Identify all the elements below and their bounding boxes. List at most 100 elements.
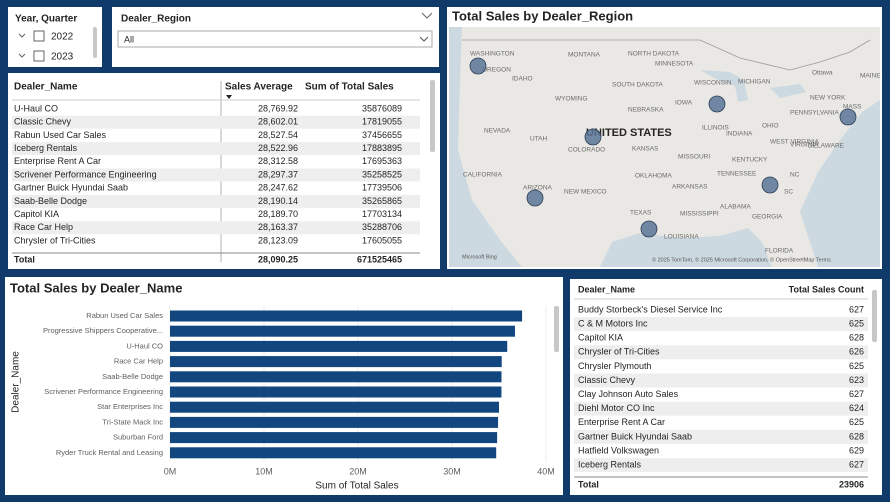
y-tick-label: Tri-State Mack Inc [102,417,163,426]
table-cell: Iceberg Rentals [578,459,642,469]
map-bubble [469,57,487,75]
row-stripe [574,317,868,332]
row-stripe [574,345,868,360]
total-cell: 671525465 [357,254,402,264]
bar [170,340,508,352]
map-label: VIRGINIA [790,142,819,149]
table-cell: 623 [849,375,864,385]
map-label: NEW MEXICO [564,189,607,196]
x-tick-label: 0M [164,466,177,476]
table-cell: Capitol KIA [578,333,623,343]
map-label: GEORGIA [752,214,783,221]
map-label: CALIFORNIA [463,172,503,179]
scrollbar[interactable] [872,290,877,342]
table-cell: Hatfield Volkswagen [578,445,659,455]
bar [170,325,515,337]
scrollbar[interactable] [93,27,97,58]
map-label: OREGON [482,67,511,74]
row-stripe [574,458,868,473]
table-cell: Rabun Used Car Sales [14,130,107,140]
total-cell: Total [578,479,599,489]
lake [700,70,748,102]
dropdown-value[interactable]: All [124,34,134,44]
column-header: Sum of Total Sales [305,82,394,93]
map-label: ILLINOIS [702,125,729,132]
total-cell: 28,090.25 [258,254,298,264]
map-label: KENTUCKY [732,157,768,164]
table-cell: 17819055 [362,117,402,127]
collapse-icon[interactable] [421,12,433,19]
table-cell: Classic Chevy [578,375,636,385]
map-label: NEW YORK [810,95,846,102]
map-label: MONTANA [568,52,601,59]
bar [170,401,499,413]
table-cell: 17703134 [362,209,402,219]
map-label: TEXAS [630,210,652,217]
map-label: WYOMING [555,96,588,103]
scrollbar[interactable] [430,80,435,152]
y-axis-title: Dealer_Name [11,351,22,413]
table-cell: Race Car Help [14,222,73,232]
table-cell: 28,522.96 [258,143,298,153]
expand-icon[interactable] [18,33,26,38]
sort-indicator[interactable] [226,95,232,99]
table-cell: U-Haul CO [14,103,58,113]
map-label: COLORADO [568,147,605,154]
table-cell: 28,602.01 [258,117,298,127]
map-bubble [761,176,779,194]
x-tick-label: 40M [537,466,555,476]
x-axis-title: Sum of Total Sales [315,481,398,492]
scrollbar[interactable] [554,306,559,352]
y-tick-label: Ryder Truck Rental and Leasing [56,448,163,457]
table-cell: 28,189.70 [258,209,298,219]
attribution: © 2025 TomTom, © 2025 Microsoft Corporat… [652,256,831,263]
map-label: SOUTH DAKOTA [612,82,663,89]
map-label: DELAWARE [808,143,845,150]
table-cell: Clay Johnson Auto Sales [578,389,679,399]
chart-title: Total Sales by Dealer_Name [10,280,182,295]
map-label: MAINE [860,73,881,80]
dropdown-icon[interactable] [419,36,429,42]
map-label: NORTH DAKOTA [628,51,680,58]
y-tick-label: Progressive Shippers Cooperative... [43,326,163,335]
map-label: INDIANA [726,131,753,138]
y-tick-label: Race Car Help [114,357,163,366]
checkbox[interactable] [33,30,45,42]
dropdown[interactable] [117,30,433,48]
expand-icon[interactable] [18,53,26,58]
map-label: ARKANSAS [672,184,708,191]
map-label: OHIO [762,123,779,130]
table-cell: 28,190.14 [258,196,298,206]
row-stripe [574,401,868,416]
map-label: KANSAS [632,146,659,153]
table-cell: 17695363 [362,156,402,166]
map-label: MISSISSIPPI [680,211,719,218]
map-label: WISCONSIN [694,80,732,87]
table-cell: 28,769.92 [258,103,298,113]
bar [170,310,523,322]
map-label: ALABAMA [720,204,751,211]
table-cell: Scrivener Performance Engineering [14,169,157,179]
table-cell: Gartner Buick Hyundai Saab [578,431,692,441]
x-tick-label: 20M [349,466,367,476]
water [600,228,772,267]
row-stripe [574,429,868,444]
table-cell: 28,247.62 [258,183,298,193]
checkbox[interactable] [33,50,45,62]
table-cell: 627 [849,304,864,314]
slicer-item[interactable]: 2023 [51,52,74,63]
table-cell: 625 [849,318,864,328]
table-cell: 627 [849,389,864,399]
table-cell: 628 [849,431,864,441]
table-cell: 17739506 [362,183,402,193]
slicer-item[interactable]: 2022 [51,32,74,43]
water [449,27,522,267]
table-cell: 17883895 [362,143,402,153]
map-label: UTAH [530,136,548,143]
row-stripe [12,221,420,235]
map-label: SC [784,189,793,196]
border [462,39,871,71]
y-tick-label: U-Haul CO [126,341,163,350]
map-title: Total Sales by Dealer_Region [452,8,633,23]
